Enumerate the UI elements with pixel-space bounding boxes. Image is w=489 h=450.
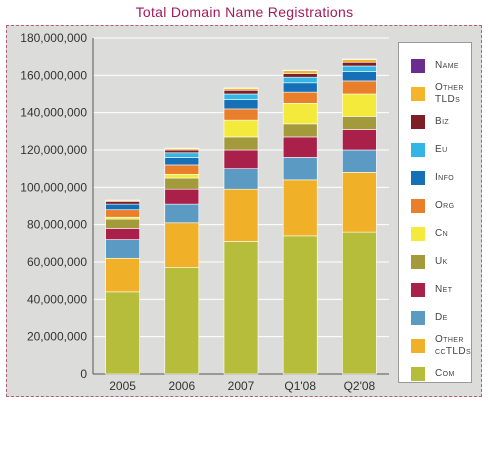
chart-legend: Name Other TLDs Biz Eu Info Org Cn Uk Net De Other…: [398, 42, 472, 383]
bar-segment-cn: [342, 93, 377, 117]
bar-segment-other-tlds: [342, 59, 377, 63]
legend-label: Other ccTLDs: [435, 334, 472, 357]
bar-segment-other-tlds: [282, 70, 318, 74]
legend-label: De: [435, 312, 448, 323]
y-tick-label: 180,000,000: [20, 31, 87, 45]
bar-segment-eu: [282, 76, 318, 84]
y-tick-label: 100,000,000: [20, 180, 87, 194]
bar-segment-name: [282, 69, 318, 71]
legend-swatch: [411, 115, 425, 129]
bar-segment-net: [342, 129, 377, 151]
legend-swatch: [411, 199, 425, 213]
chart-plot: 0 20,000,000 40,000,000 60,000,000 80,000,00…: [20, 31, 389, 393]
bar-segment-info: [342, 71, 377, 82]
legend-label: Name: [435, 60, 459, 71]
bar-segment-net: [105, 228, 140, 240]
bar-segment-biz: [164, 149, 200, 154]
legend-label: Org: [435, 200, 455, 211]
y-tick-label: 40,000,000: [27, 292, 87, 306]
bar-segment-biz: [282, 73, 318, 78]
bar-segment-other-cctlds: [282, 179, 318, 237]
bar-segment-eu: [164, 152, 200, 158]
bar-segment-net: [164, 188, 200, 205]
bar-segment-de: [282, 157, 318, 181]
bar-segment-info: [105, 203, 140, 211]
bar-segment-cn: [282, 103, 318, 125]
bar-segment-org: [342, 80, 377, 95]
bar-segment-other-cctlds: [164, 222, 200, 268]
bar-segment-org: [282, 91, 318, 104]
y-tick-label: 80,000,000: [27, 218, 87, 232]
bar-segment-org: [105, 209, 140, 218]
bar-segment-com: [342, 231, 377, 375]
legend-swatch: [411, 59, 425, 73]
y-tick-label: 60,000,000: [27, 255, 87, 269]
bar-segment-other-cctlds: [223, 188, 259, 242]
legend-swatch: [411, 255, 425, 269]
legend-label: Com: [435, 368, 455, 379]
legend-label: Uk: [435, 256, 448, 267]
y-tick-label: 120,000,000: [20, 143, 87, 157]
bar-segment-name: [342, 58, 377, 60]
bar-segment-eu: [342, 65, 377, 72]
bar-segment-biz: [105, 201, 140, 205]
legend-swatch: [411, 283, 425, 297]
legend-label: Cn: [435, 228, 449, 239]
bar-segment-net: [223, 149, 259, 169]
bar-segment-com: [223, 241, 259, 375]
bar-segment-com: [282, 235, 318, 375]
bar-segment-org: [223, 108, 259, 121]
bar-segment-info: [282, 82, 318, 93]
bar-segment-de: [164, 203, 200, 224]
legend-swatch: [411, 143, 425, 157]
legend-label: Eu: [435, 144, 448, 155]
bar-segment-other-cctlds: [105, 257, 140, 293]
bar-segment-info: [223, 99, 259, 110]
bar-segment-com: [105, 291, 140, 375]
bar-segment-de: [105, 239, 140, 259]
x-tick-label: 2007: [228, 379, 255, 393]
x-tick-label: Q1'08: [284, 379, 316, 393]
legend-swatch: [411, 227, 425, 241]
chart-title: Total Domain Name Registrations: [135, 4, 354, 20]
bar-segment-name: [223, 87, 259, 89]
legend-swatch: [411, 367, 425, 381]
bar-segment-uk: [105, 218, 140, 229]
legend-swatch: [411, 311, 425, 325]
bar-segment-uk: [223, 136, 259, 151]
bar-segment-de: [342, 149, 377, 173]
y-tick-label: 160,000,000: [20, 68, 87, 82]
bar-segment-com: [164, 267, 200, 375]
bar-segment-cn: [223, 119, 259, 138]
bar-segment-net: [282, 136, 318, 158]
legend-swatch: [411, 87, 425, 101]
bar-segment-eu: [223, 93, 259, 100]
x-tick-label: Q2'08: [344, 379, 376, 393]
y-tick-label: 140,000,000: [20, 106, 87, 120]
bar-segment-cn: [164, 173, 200, 179]
bar-segment-biz: [223, 89, 259, 95]
bar-segment-uk: [282, 123, 318, 138]
bar-segment-biz: [342, 61, 377, 67]
bar-segment-uk: [164, 177, 200, 190]
y-tick-label: 20,000,000: [27, 330, 87, 344]
y-tick-label: 0: [80, 367, 87, 381]
legend-label: Net: [435, 284, 453, 295]
legend-swatch: [411, 171, 425, 185]
legend-label: Other TLDs: [435, 82, 464, 105]
bar-segment-info: [164, 157, 200, 166]
x-tick-label: 2005: [109, 379, 136, 393]
legend-label: Info: [435, 172, 455, 183]
x-tick-label: 2006: [168, 379, 195, 393]
bar-segment-other-cctlds: [342, 172, 377, 233]
legend-label: Biz: [435, 116, 450, 127]
bar-segment-org: [164, 164, 200, 175]
bar-segment-de: [223, 168, 259, 190]
bar-segment-uk: [342, 116, 377, 130]
legend-swatch: [411, 339, 425, 353]
